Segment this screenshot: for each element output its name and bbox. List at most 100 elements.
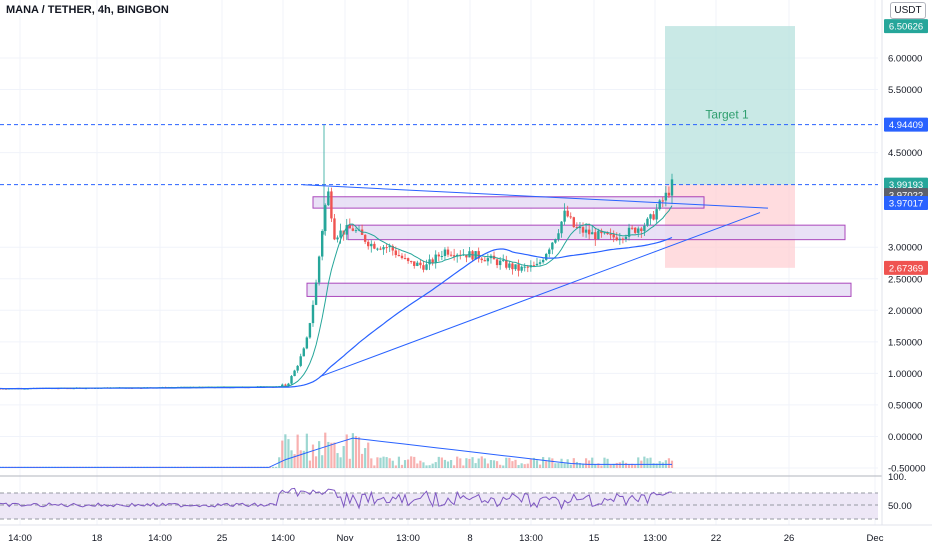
candle-body [416,262,419,266]
volume-bar [603,457,606,468]
candle-body [388,245,391,248]
time-tick-label: 25 [217,533,228,544]
volume-bar [342,446,345,468]
volume-bar [422,462,425,468]
candle-body [584,229,588,233]
candle-body [661,200,664,202]
volume-bar [502,465,505,468]
candle-body [612,234,615,238]
volume-bar [597,463,600,468]
candle-body [333,218,336,240]
volume-bar [456,456,459,468]
volume-bar [634,465,637,468]
volume-bar [336,453,339,468]
volume-bar [308,460,312,468]
time-tick-label: 14:00 [148,533,172,544]
volume-bar [351,433,354,468]
candle-body [498,260,502,266]
volume-bar [535,460,539,468]
volume-bar [667,458,671,468]
volume-bar [508,457,511,468]
volume-bar [416,463,419,468]
candle-body [667,192,671,196]
candle-body [394,250,398,256]
volume-bars [0,432,674,468]
candle-body [526,266,529,268]
candle-body [664,192,668,201]
candle-body [517,264,520,271]
volume-bar [548,457,551,468]
candle-body [428,259,431,265]
volume-bar [514,459,517,468]
candle-body [630,227,634,229]
volume-bar [637,457,640,468]
volume-bar [305,433,308,468]
currency-selector[interactable]: USDT [890,2,926,19]
volume-bar [281,440,284,468]
volume-bar [302,450,305,468]
volume-bar [434,462,437,468]
candle-body [443,249,447,257]
volume-bar [413,456,416,468]
volume-bar [612,463,615,468]
candle-body [345,225,348,235]
candle-body [548,249,551,254]
volume-bar [397,456,401,468]
price-tag-label-1: 4.94409 [889,120,923,131]
candle-body [367,241,370,247]
candle-body [655,209,658,220]
candle-body [299,356,302,366]
volume-bar [492,460,496,468]
volume-bar [367,442,370,468]
volume-bar [465,458,468,468]
candle-body [311,304,315,324]
volume-bar [271,466,275,468]
volume-bar [364,448,367,468]
candle-body [379,248,382,250]
candle-body [511,263,514,270]
candle-body [324,205,327,232]
volume-bar [594,464,597,468]
volume-bar [618,462,621,468]
candle-body [566,210,569,217]
candle-body [480,258,483,261]
candle-body [594,232,597,240]
volume-bar [437,456,440,468]
candle-body [305,337,309,349]
volume-bar [449,460,453,468]
volume-bar [330,442,333,468]
volume-bar [391,460,394,468]
candle-body [575,227,579,229]
candle-body [652,214,655,220]
volume-bar [443,459,447,468]
candle-body [541,259,545,263]
candle-body [578,227,582,229]
price-tick-label: 1.00000 [888,369,922,380]
support-zone-2 [306,282,852,297]
volume-bar [575,461,578,468]
candle-body [581,227,585,233]
candle-body [633,227,637,233]
volume-bar [600,465,603,468]
volume-bar [609,464,612,468]
volume-bar [462,465,465,468]
volume-bar [379,457,382,468]
ma-slow-line [0,236,673,390]
volume-bar [511,461,514,468]
support-zone-0 [312,196,705,209]
volume-bar [474,463,477,468]
candle-body [572,217,576,228]
volume-bar [394,465,397,468]
candle-body [658,200,661,210]
price-tick-label: 0.50000 [888,400,922,411]
volume-bar [523,464,526,468]
candle-body [293,370,296,377]
volume-bar [495,461,499,468]
time-tick-label: 8 [467,533,472,544]
volume-bar [425,465,428,468]
volume-bar [385,457,388,468]
candle-body [422,265,425,270]
volume-bar [517,464,520,468]
price-tag-4 [884,196,928,211]
